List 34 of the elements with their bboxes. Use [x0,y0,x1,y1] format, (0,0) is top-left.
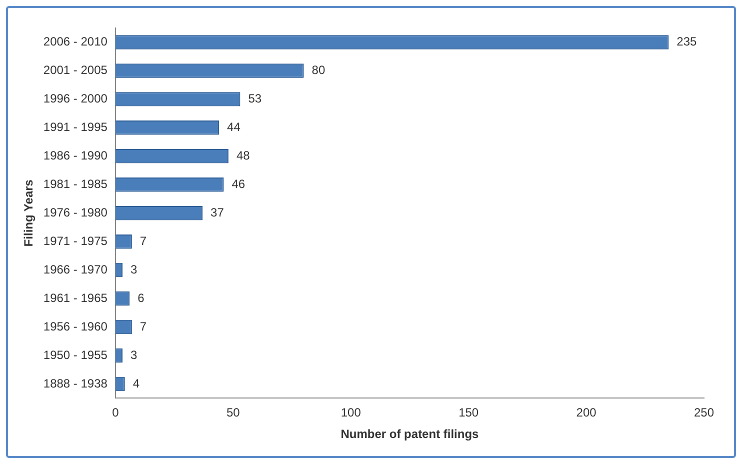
x-axis-title: Number of patent filings [340,427,480,442]
data-label: 4 [132,376,140,390]
y-tick-label: 1981 - 1985 [43,176,108,191]
y-axis-title: Filing Years [22,179,36,247]
y-tick-label: 1976 - 1980 [43,205,108,220]
data-label: 235 [676,34,698,49]
data-label: 37 [210,205,224,220]
data-label: 6 [138,290,145,305]
y-tick-label: 1986 - 1990 [43,148,108,162]
x-tick-label: 50 [226,406,240,420]
x-tick-label: 100 [340,406,362,420]
x-tick-label: 200 [576,406,597,420]
y-tick-label: 1991 - 1995 [43,120,108,134]
x-tick-label: 250 [694,406,714,420]
data-label: 46 [232,176,246,191]
x-tick-label: 0 [112,406,120,420]
data-label: 7 [140,319,147,334]
y-tick-label: 2006 - 2010 [43,34,108,49]
data-label: 53 [248,92,262,106]
y-tick-label: 1966 - 1970 [43,262,108,276]
y-tick-label: 1996 - 2000 [43,92,108,106]
data-label: 7 [140,234,147,248]
y-tick-label: 1971 - 1975 [43,234,108,248]
y-tick-label: 1956 - 1960 [43,319,108,334]
y-tick-label: 1888 - 1938 [43,376,108,390]
y-tick-label: 1961 - 1965 [43,290,108,305]
y-tick-label: 1950 - 1955 [43,348,108,362]
y-tick-label: 2001 - 2005 [43,63,108,78]
data-label: 44 [227,120,241,134]
data-label: 3 [130,348,138,362]
data-label: 3 [130,262,138,276]
data-label: 80 [312,63,326,78]
data-label: 48 [236,148,250,162]
x-tick-label: 150 [458,406,479,420]
